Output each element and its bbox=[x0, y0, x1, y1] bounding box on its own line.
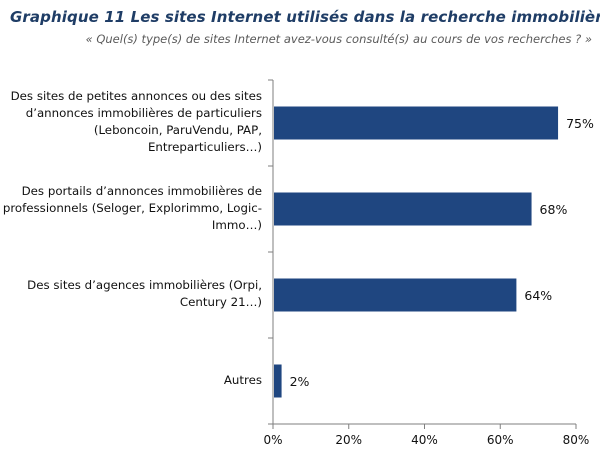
category-label: Des sites de petites annonces ou des sit… bbox=[0, 88, 262, 156]
category-label: Autres bbox=[0, 372, 262, 389]
value-label: 75% bbox=[566, 116, 594, 131]
category-label: Des sites d’agences immobilières (Orpi, C… bbox=[0, 277, 262, 311]
category-label-line: Des sites d’agences immobilières (Orpi, bbox=[27, 278, 262, 292]
category-label-line: Autres bbox=[223, 372, 262, 387]
category-label-line: (Leboncoin, ParuVendu, PAP, bbox=[93, 123, 262, 137]
x-tick-label: 20% bbox=[335, 433, 362, 447]
chart-subtitle: « Quel(s) type(s) de sites Internet avez… bbox=[85, 32, 592, 46]
bar bbox=[274, 364, 282, 398]
category-label-line: d’annonces immobilières de particuliers bbox=[25, 106, 262, 120]
value-label: 2% bbox=[290, 374, 310, 389]
category-label-line: Century 21…) bbox=[179, 295, 262, 309]
category-label-line: Des sites de petites annonces ou des sit… bbox=[10, 89, 262, 103]
category-label-line: professionnels (Seloger, Explorimmo, Log… bbox=[2, 200, 262, 215]
category-label-line: Immo…) bbox=[211, 217, 262, 232]
x-tick-label: 0% bbox=[263, 433, 282, 447]
value-label: 64% bbox=[524, 288, 552, 303]
category-label-line: Des portails d’annonces immobilières de bbox=[21, 183, 262, 198]
category-label: Des portails d’annonces immobilières de p… bbox=[0, 183, 262, 234]
bar bbox=[274, 278, 517, 312]
category-label-line: Entreparticuliers…) bbox=[147, 140, 262, 154]
bar bbox=[274, 192, 532, 226]
x-tick-label: 40% bbox=[411, 433, 438, 447]
x-tick-label: 80% bbox=[563, 433, 590, 447]
value-label: 68% bbox=[540, 202, 568, 217]
bar bbox=[274, 106, 559, 140]
x-tick-label: 60% bbox=[487, 433, 514, 447]
chart-title: Graphique 11 Les sites Internet utilisés… bbox=[10, 8, 600, 26]
